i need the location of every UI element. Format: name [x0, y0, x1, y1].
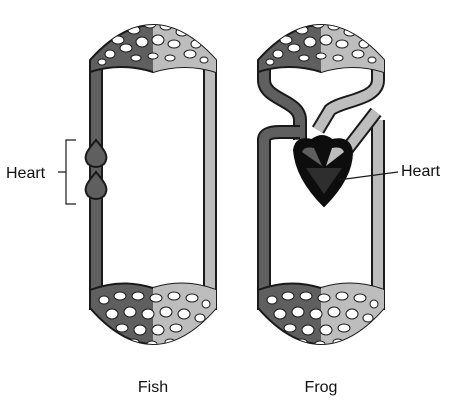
fish-body-capillaries	[89, 282, 217, 345]
frog-body-capillaries	[257, 282, 385, 345]
frog-heart-label: Heart	[401, 163, 441, 180]
frog-caption: Frog	[305, 379, 338, 396]
fish-heart-bracket	[58, 139, 76, 205]
fish-circulation: Heart	[6, 24, 217, 345]
frog-heart-pointer	[337, 171, 399, 181]
fish-heart	[84, 138, 108, 200]
frog-lung-capillaries	[257, 24, 385, 74]
fish-heart-label: Heart	[6, 165, 46, 182]
frog-heart	[292, 135, 354, 208]
frog-circulation: Heart	[257, 24, 441, 345]
fish-gill-capillaries	[89, 24, 217, 74]
fish-caption: Fish	[138, 379, 168, 396]
